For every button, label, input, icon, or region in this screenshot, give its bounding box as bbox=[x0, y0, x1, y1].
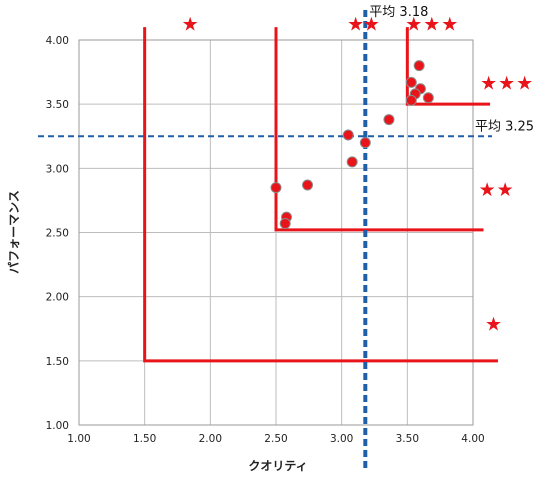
zone-line bbox=[405, 27, 491, 106]
y-tick-label: 1.50 bbox=[46, 356, 69, 368]
x-tick-labels: 1.00 1.50 2.00 2.50 3.00 3.50 4.00 bbox=[67, 433, 484, 445]
data-point bbox=[359, 137, 371, 149]
x-tick-label: 2.00 bbox=[199, 433, 222, 445]
rating-stars: ★★ bbox=[479, 179, 515, 201]
average-label-horizontal: 平均 3.25 bbox=[475, 119, 534, 134]
x-axis-title: クオリティ bbox=[248, 459, 307, 473]
data-point bbox=[422, 92, 434, 104]
x-tick-label: 1.50 bbox=[133, 433, 156, 445]
y-tick-label: 2.00 bbox=[46, 292, 69, 304]
y-tick-label: 2.50 bbox=[46, 228, 69, 240]
y-tick-label: 3.50 bbox=[46, 99, 69, 111]
zone-lines bbox=[143, 27, 498, 363]
y-tick-label: 3.00 bbox=[46, 163, 69, 175]
y-tick-label: 1.00 bbox=[46, 420, 69, 432]
x-tick-label: 2.50 bbox=[264, 433, 287, 445]
data-point bbox=[279, 218, 291, 230]
x-tick-label: 4.00 bbox=[461, 433, 484, 445]
rating-stars: ★ bbox=[363, 13, 381, 35]
zone-line bbox=[274, 27, 484, 232]
rating-stars: ★ bbox=[347, 13, 365, 35]
data-point bbox=[346, 156, 358, 168]
x-tick-label: 3.00 bbox=[330, 433, 353, 445]
y-axis-title: パフォーマンス bbox=[7, 190, 21, 274]
rating-stars: ★★★ bbox=[405, 13, 459, 35]
data-point bbox=[405, 76, 417, 88]
y-tick-label: 4.00 bbox=[46, 35, 69, 47]
rating-stars: ★ ★★ ★★★★★★★★★ bbox=[182, 13, 534, 336]
data-point bbox=[302, 179, 314, 191]
data-point bbox=[342, 129, 354, 141]
data-point bbox=[383, 114, 395, 126]
data-points bbox=[270, 60, 434, 230]
data-point bbox=[270, 182, 282, 194]
y-tick-labels: 1.00 1.50 2.00 2.50 3.00 3.50 4.00 bbox=[46, 35, 69, 432]
x-tick-label: 3.50 bbox=[396, 433, 419, 445]
x-tick-label: 1.00 bbox=[67, 433, 90, 445]
zone-line bbox=[143, 27, 498, 363]
average-label-vertical: 平均 3.18 bbox=[369, 5, 428, 20]
rating-stars: ★ bbox=[182, 13, 200, 35]
data-point bbox=[413, 60, 425, 72]
data-point bbox=[405, 94, 417, 106]
rating-stars: ★ bbox=[485, 314, 503, 336]
rating-stars: ★★★ bbox=[480, 72, 534, 94]
average-lines: 平均 3.18 平均 3.25 bbox=[38, 5, 534, 470]
